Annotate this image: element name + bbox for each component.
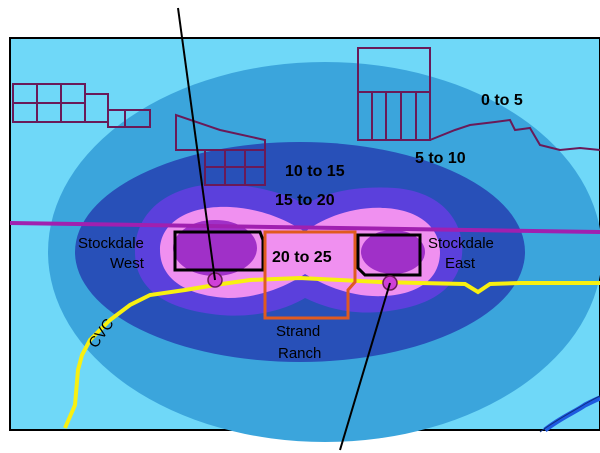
zone-label-15-20: 15 to 20 [275, 192, 335, 209]
river [543, 395, 600, 432]
stockdale-east-label-line2: East [445, 255, 476, 272]
road-line [9, 221, 600, 234]
core-east [361, 230, 425, 274]
parcels-northwest [12, 83, 151, 128]
zone-label-0-5: 0 to 5 [481, 92, 523, 109]
parcels-center [175, 113, 266, 186]
strand-ranch-label-line1: Strand [276, 323, 320, 340]
stockdale-west-label-line2: West [110, 255, 145, 272]
strand-ranch-label-line2: Ranch [278, 345, 321, 362]
stockdale-west-label-line1: Stockdale [78, 235, 144, 252]
river-edge [539, 395, 600, 433]
strand-ranch-boundary [263, 230, 357, 320]
pointer-line-east [339, 282, 391, 451]
parcels-northeast [357, 47, 600, 152]
core-west [173, 220, 257, 276]
canal-cvc [63, 275, 600, 429]
stockdale-east-label-line1: Stockdale [428, 235, 494, 252]
zone-label-20-25: 20 to 25 [272, 249, 332, 266]
stockdale-east-boundary [356, 233, 422, 277]
zone-label-5-10: 5 to 10 [415, 150, 466, 167]
pointer-line-west [177, 7, 216, 281]
stockdale-west-boundary [173, 230, 265, 272]
zone-label-10-15: 10 to 15 [285, 163, 345, 180]
